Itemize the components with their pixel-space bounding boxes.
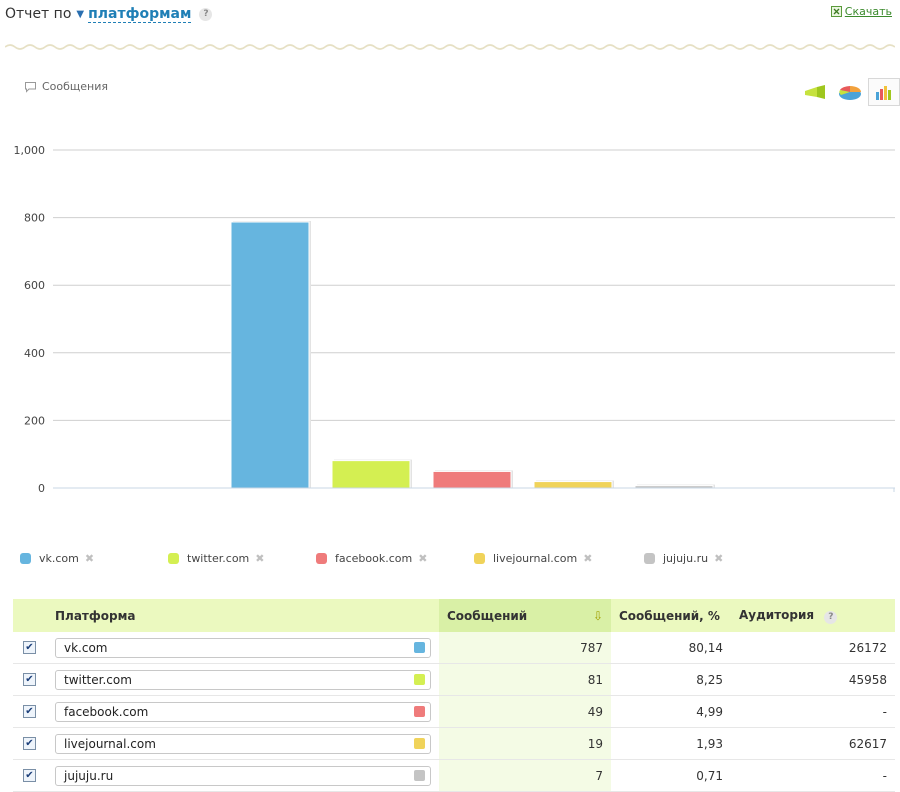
- row-checkbox[interactable]: ✔: [23, 705, 36, 718]
- series-title-label: Сообщения: [42, 80, 109, 93]
- platform-field[interactable]: livejournal.com: [55, 733, 431, 754]
- series-title: Сообщения: [24, 80, 108, 93]
- audience-cell: -: [731, 695, 895, 728]
- messages-cell: 7: [439, 759, 611, 792]
- legend-swatch: [20, 553, 31, 564]
- bar: [230, 221, 310, 489]
- percent-cell: 4,99: [611, 695, 731, 728]
- column-header-platform[interactable]: Платформа: [47, 599, 439, 632]
- legend-label: jujuju.ru: [663, 552, 709, 565]
- percent-cell: 0,71: [611, 759, 731, 792]
- pie-chart-button[interactable]: [834, 78, 866, 106]
- help-icon[interactable]: ?: [199, 7, 213, 21]
- percent-cell: 80,14: [611, 632, 731, 664]
- messages-cell: 81: [439, 663, 611, 696]
- bar-chart-icon: [876, 86, 891, 100]
- remove-icon[interactable]: ✖: [714, 552, 724, 565]
- legend-item[interactable]: jujuju.ru ✖: [644, 552, 792, 565]
- pie-chart-icon: [839, 86, 861, 100]
- legend-label: vk.com: [39, 552, 79, 565]
- chart-legend: vk.com ✖ twitter.com ✖ facebook.com ✖ li…: [20, 552, 792, 565]
- column-header-messages[interactable]: Сообщений ⇩: [439, 599, 611, 632]
- legend-item[interactable]: twitter.com ✖: [168, 552, 316, 565]
- report-title: Отчет по: [5, 6, 72, 22]
- chevron-down-icon[interactable]: ▼: [76, 8, 85, 20]
- bar-chart-button[interactable]: [868, 78, 900, 106]
- bar: [331, 460, 411, 489]
- bar: [533, 481, 613, 489]
- y-tick-label: 800: [24, 212, 45, 225]
- color-swatch[interactable]: [414, 770, 425, 781]
- bar-chart: 0 200 400 600 800 1,000: [14, 144, 895, 495]
- color-swatch[interactable]: [414, 706, 425, 717]
- download-link[interactable]: Скачать: [844, 5, 892, 18]
- y-tick-label: 400: [24, 347, 45, 360]
- percent-cell: 8,25: [611, 663, 731, 696]
- audience-cell: 62617: [731, 727, 895, 760]
- table-row: ✔ twitter.com 81 8,25 45958: [13, 663, 895, 696]
- remove-icon[interactable]: ✖: [583, 552, 593, 565]
- platform-field[interactable]: facebook.com: [55, 701, 431, 722]
- column-header-audience[interactable]: Аудитория ?: [731, 599, 895, 632]
- table-row: ✔ vk.com 787 80,14 26172: [13, 632, 895, 664]
- y-tick-label: 600: [24, 279, 45, 292]
- wave-divider: [5, 44, 895, 50]
- legend-swatch: [316, 553, 327, 564]
- platform-field[interactable]: vk.com: [55, 637, 431, 658]
- messages-cell: 19: [439, 727, 611, 760]
- remove-icon[interactable]: ✖: [84, 552, 95, 565]
- help-icon[interactable]: ?: [824, 610, 838, 624]
- report-header: Отчет по ▼ платформам ?: [5, 4, 213, 24]
- remove-icon[interactable]: ✖: [255, 552, 265, 565]
- legend-label: twitter.com: [187, 552, 250, 565]
- download-link-group[interactable]: Скачать: [830, 5, 892, 18]
- messages-cell: 787: [439, 632, 611, 664]
- legend-label: facebook.com: [335, 552, 413, 565]
- color-swatch[interactable]: [414, 674, 425, 685]
- legend-swatch: [168, 553, 179, 564]
- legend-swatch: [644, 553, 655, 564]
- column-header-percent[interactable]: Сообщений, %: [611, 599, 731, 632]
- legend-swatch: [474, 553, 485, 564]
- excel-icon: [830, 6, 842, 17]
- chart-type-switch: [798, 78, 900, 106]
- platform-field[interactable]: jujuju.ru: [55, 765, 431, 786]
- audience-cell: 45958: [731, 663, 895, 696]
- table-header-row: Платформа Сообщений ⇩ Сообщений, % Аудит…: [13, 599, 895, 632]
- checkbox-column-header: [13, 599, 47, 632]
- row-checkbox[interactable]: ✔: [23, 769, 36, 782]
- report-mode-dropdown[interactable]: платформам: [88, 5, 192, 23]
- audience-cell: -: [731, 759, 895, 792]
- color-swatch[interactable]: [414, 738, 425, 749]
- color-swatch[interactable]: [414, 642, 425, 653]
- table-row: ✔ livejournal.com 19 1,93 62617: [13, 727, 895, 760]
- legend-item[interactable]: facebook.com ✖: [316, 552, 474, 565]
- bar: [432, 470, 512, 489]
- y-tick-label: 200: [24, 414, 45, 427]
- y-tick-label: 1,000: [14, 144, 46, 157]
- table-row: ✔ facebook.com 49 4,99 -: [13, 695, 895, 728]
- messages-cell: 49: [439, 695, 611, 728]
- y-tick-label: 0: [38, 482, 45, 495]
- legend-item[interactable]: livejournal.com ✖: [474, 552, 644, 565]
- platform-table: Платформа Сообщений ⇩ Сообщений, % Аудит…: [13, 599, 895, 792]
- speech-bubble-icon: [25, 81, 36, 93]
- legend-label: livejournal.com: [493, 552, 578, 565]
- row-checkbox[interactable]: ✔: [23, 673, 36, 686]
- percent-cell: 1,93: [611, 727, 731, 760]
- row-checkbox[interactable]: ✔: [23, 737, 36, 750]
- funnel-chart-button[interactable]: [800, 78, 832, 106]
- platform-field[interactable]: twitter.com: [55, 669, 431, 690]
- table-row: ✔ jujuju.ru 7 0,71 -: [13, 759, 895, 792]
- legend-item[interactable]: vk.com ✖: [20, 552, 168, 565]
- audience-cell: 26172: [731, 632, 895, 664]
- row-checkbox[interactable]: ✔: [23, 641, 36, 654]
- remove-icon[interactable]: ✖: [418, 552, 428, 565]
- funnel-chart-icon: [805, 85, 825, 99]
- sort-down-icon[interactable]: ⇩: [592, 608, 603, 623]
